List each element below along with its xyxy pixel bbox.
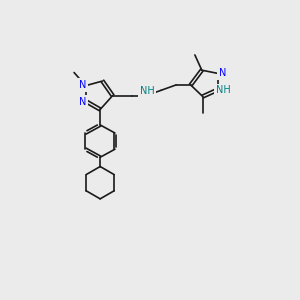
Text: H: H	[146, 86, 154, 96]
Text: N: N	[141, 86, 148, 96]
Text: N: N	[79, 97, 86, 107]
Text: N: N	[79, 80, 86, 90]
Text: N: N	[79, 97, 86, 107]
Text: NH: NH	[140, 85, 155, 95]
Text: NH: NH	[216, 85, 230, 95]
Text: N: N	[218, 68, 226, 78]
Text: N: N	[79, 80, 86, 90]
Text: N: N	[219, 68, 226, 78]
Text: NH: NH	[216, 85, 231, 95]
